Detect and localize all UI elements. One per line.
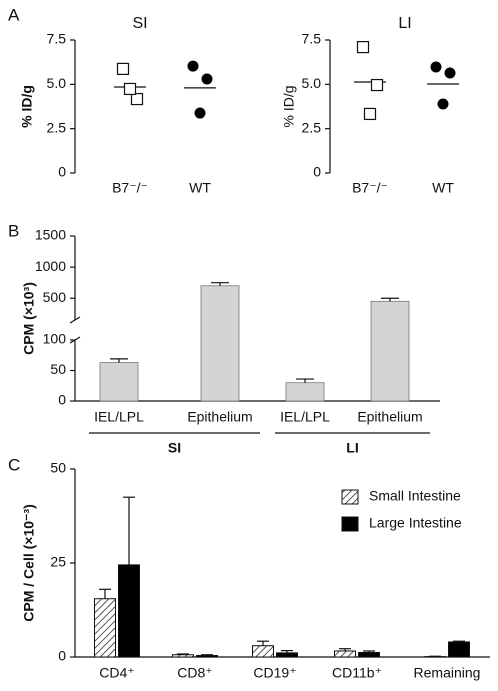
y-tick-label: 7.5 — [47, 31, 67, 47]
x-tick-label: B7⁻/⁻ — [352, 180, 388, 196]
panel-letter: C — [8, 455, 20, 474]
y-tick-label: 50 — [50, 361, 66, 377]
y-tick-label: 1000 — [35, 258, 66, 274]
y-tick-label: 1500 — [35, 227, 66, 243]
y-tick-label: 0 — [58, 164, 66, 180]
data-point — [356, 40, 370, 54]
y-axis-label: % ID/g — [19, 85, 35, 128]
bar — [334, 650, 356, 658]
x-tick-label: B7⁻/⁻ — [112, 180, 148, 196]
axis-break — [69, 316, 81, 324]
x-tick-label: CD11b⁺ — [332, 665, 382, 681]
bar — [448, 641, 470, 658]
panel-letter: A — [8, 5, 20, 24]
x-tick-label: IEL/LPL — [280, 409, 330, 425]
bar — [196, 654, 218, 658]
y-tick-label: 5.0 — [47, 75, 67, 91]
y-axis-label: CPM (×10³) — [21, 282, 37, 355]
bar — [252, 645, 274, 658]
y-tick-label: 0 — [58, 392, 66, 408]
bar — [94, 598, 116, 658]
y-tick-label: 50 — [50, 460, 66, 476]
y-tick-label: 7.5 — [302, 31, 322, 47]
bar — [370, 300, 410, 402]
panel-letter: B — [8, 221, 19, 240]
y-tick-label: 0 — [58, 648, 66, 664]
bar — [285, 382, 325, 402]
data-point — [187, 60, 199, 72]
y-axis-label: % ID/g — [281, 85, 297, 127]
data-point — [430, 61, 442, 73]
bar — [200, 285, 240, 402]
bar — [99, 362, 139, 402]
x-tick-label: CD19⁺ — [253, 665, 296, 681]
data-point — [116, 62, 130, 76]
bar — [118, 564, 140, 658]
x-tick-label: Remaining — [414, 665, 481, 681]
y-tick-label: 500 — [43, 289, 67, 305]
data-point — [194, 107, 206, 119]
legend-label: Large Intestine — [369, 515, 462, 531]
data-point — [444, 67, 456, 79]
bar — [276, 652, 298, 658]
y-tick-label: 25 — [50, 554, 66, 570]
y-tick-label: 100 — [43, 331, 67, 347]
x-tick-label: CD8⁺ — [177, 665, 212, 681]
x-tick-label: WT — [189, 180, 211, 196]
data-point — [370, 78, 384, 92]
legend-swatch — [341, 489, 359, 505]
group-label: SI — [168, 440, 181, 456]
y-tick-label: 5.0 — [302, 75, 322, 91]
data-point — [437, 98, 449, 110]
group-label: LI — [346, 440, 358, 456]
x-tick-label: Epithelium — [187, 409, 252, 425]
legend-swatch — [341, 516, 359, 532]
y-tick-label: 2.5 — [302, 119, 322, 135]
data-point — [363, 107, 377, 121]
y-tick-label: 0 — [313, 164, 321, 180]
y-tick-label: 2.5 — [47, 119, 67, 135]
y-axis-label: CPM / Cell (×10⁻³) — [21, 504, 37, 621]
bar — [172, 654, 194, 658]
x-tick-label: CD4⁺ — [99, 665, 134, 681]
chart-title: SI — [132, 15, 147, 32]
data-point — [130, 92, 144, 106]
legend-label: Small Intestine — [369, 488, 461, 504]
x-tick-label: Epithelium — [357, 409, 422, 425]
x-tick-label: WT — [432, 180, 454, 196]
data-point — [201, 73, 213, 85]
chart-title: LI — [398, 15, 411, 32]
bar — [358, 651, 380, 658]
data-point — [123, 82, 137, 96]
x-tick-label: IEL/LPL — [94, 409, 144, 425]
